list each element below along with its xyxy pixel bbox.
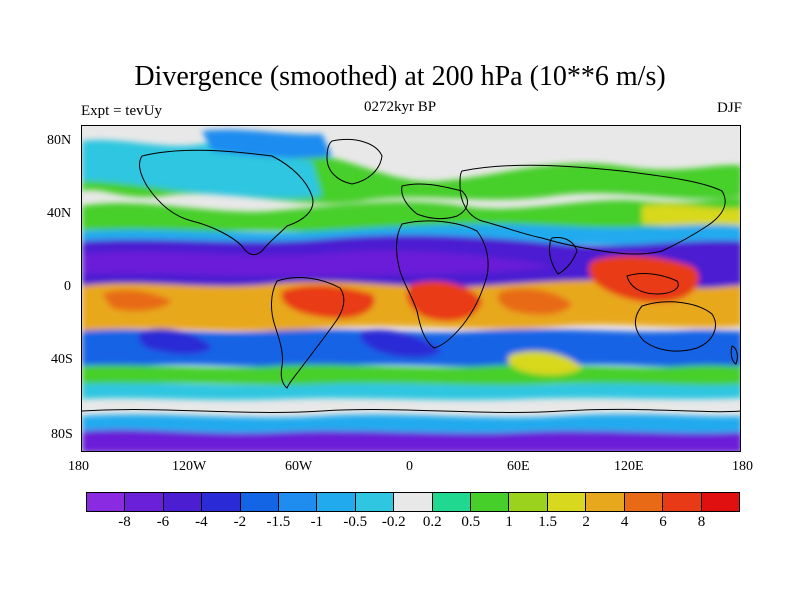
colorbar-label: -1.5 (266, 514, 291, 530)
colorbar-label: 1 (505, 514, 513, 530)
colorbar-label: -2 (233, 514, 247, 530)
lon-tick-120w: 120W (172, 459, 207, 474)
south-pole-purple (82, 429, 740, 451)
sh-convergence-core-2 (138, 328, 212, 355)
lon-tick-60e: 60E (507, 459, 530, 474)
tropical-convergence-core (82, 250, 552, 277)
india-outline (549, 237, 578, 275)
colorbar-label: 0.2 (422, 514, 442, 530)
lat-tick-40s: 40S (51, 352, 73, 367)
colorbar-label: 6 (659, 514, 667, 530)
lon-tick-180e: 180 (732, 459, 753, 474)
sh-positive-yellow (507, 351, 582, 376)
colorbar-label: 1.5 (538, 514, 558, 530)
colorbar-swatch (202, 493, 241, 511)
colorbar-swatch (586, 493, 625, 511)
colorbar-swatch (240, 493, 280, 511)
colorbar-swatch (394, 493, 433, 511)
colorbar-swatch (663, 493, 702, 511)
colorbar-swatch (317, 493, 356, 511)
maritime-continent-maximum (588, 255, 700, 303)
sh-subpolar-cyan (82, 383, 740, 400)
colorbar-label: -8 (118, 514, 131, 530)
colorbar-swatch (701, 493, 739, 511)
south-america-outline (271, 276, 345, 389)
colorbar-swatch (471, 493, 510, 511)
colorbar-label: 0.5 (461, 514, 481, 530)
lon-tick-120e: 120E (614, 459, 644, 474)
colorbar-swatch (279, 493, 318, 511)
sh-positive-band (82, 364, 740, 387)
colorbar-swatch (547, 493, 587, 511)
colorbar-label: -1 (310, 514, 324, 530)
colorbar-swatch (87, 493, 126, 511)
colorbar-swatch (355, 493, 395, 511)
colorbar-label: -6 (156, 514, 170, 530)
colorbar-label: -0.2 (381, 514, 406, 530)
nh-midlat-yellow (642, 204, 740, 229)
map-plot (81, 125, 741, 452)
north-america-outline (139, 149, 314, 256)
antarctica-outline (82, 408, 740, 413)
colorbar-label: 4 (620, 514, 629, 530)
south-america-maximum (281, 285, 375, 319)
colorbar-label: 8 (697, 514, 706, 530)
colorbar-label: 2 (582, 514, 590, 530)
australia-outline (635, 301, 716, 352)
colorbar-swatch (432, 493, 472, 511)
new-zealand-outline (730, 345, 738, 365)
colorbar-swatch (163, 493, 203, 511)
experiment-label: Expt = tevUy (81, 103, 162, 119)
lat-tick-80s: 80S (51, 427, 73, 442)
divergence-field (82, 126, 740, 451)
coastlines (82, 139, 740, 413)
asia-outline (459, 164, 726, 255)
africa-outline (396, 220, 489, 349)
colorbar-label: -4 (195, 514, 208, 530)
indian-ocean-maximum (497, 288, 572, 315)
colorbar-swatch (509, 493, 548, 511)
nh-arctic-blue (202, 129, 332, 159)
season-label: DJF (716, 100, 742, 116)
colorbar-swatch (125, 493, 164, 511)
colorbar (86, 492, 740, 512)
lon-tick-0: 0 (406, 459, 413, 474)
plot-title: Divergence (smoothed) at 200 hPa (10**6 … (134, 61, 666, 92)
lon-tick-180w: 180 (68, 459, 89, 474)
colorbar-swatch (624, 493, 664, 511)
time-label: 0272kyr BP (363, 99, 437, 115)
lat-tick-0: 0 (64, 279, 71, 294)
africa-maximum (406, 281, 482, 321)
greenland-outline (326, 139, 383, 185)
lon-tick-60w: 60W (285, 459, 313, 474)
europe-outline (401, 183, 468, 220)
lat-tick-80n: 80N (47, 133, 72, 148)
lat-tick-40n: 40N (47, 206, 72, 221)
maritime-continent-outline (626, 273, 679, 295)
east-pacific-maximum (102, 290, 172, 312)
colorbar-label: -0.5 (343, 514, 368, 530)
sh-convergence-core (360, 329, 442, 358)
